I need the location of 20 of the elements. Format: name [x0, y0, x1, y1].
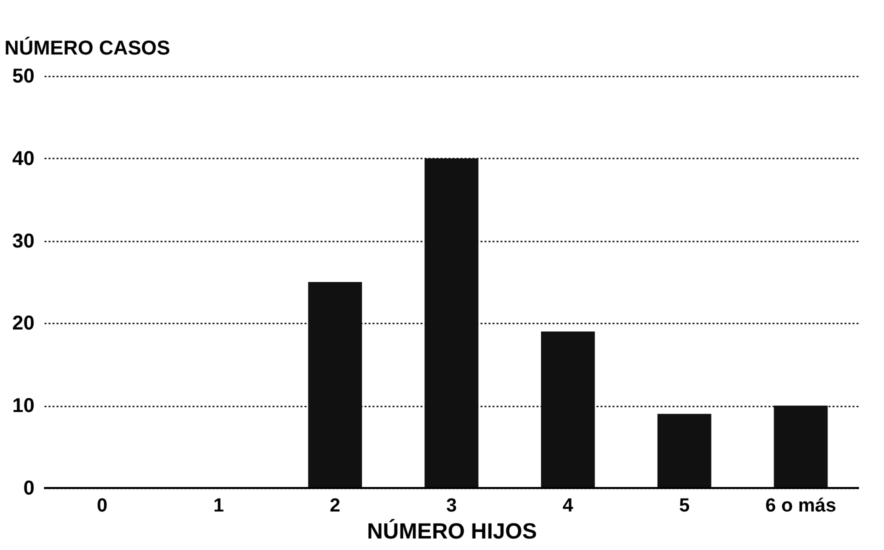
x-tick-label: 5	[679, 496, 690, 516]
bar	[424, 158, 478, 488]
x-tick-label: 1	[213, 496, 224, 516]
y-tick-label: 30	[12, 230, 34, 252]
y-tick-label: 50	[12, 66, 34, 88]
bar	[308, 282, 362, 488]
y-tick-label: 20	[12, 312, 34, 335]
y-tick-label: 40	[12, 148, 34, 170]
x-tick-label: 2	[330, 496, 340, 516]
y-axis-title: NÚMERO CASOS	[4, 36, 170, 60]
bar	[657, 414, 712, 488]
x-tick-label: 3	[446, 496, 457, 516]
bar	[774, 406, 828, 488]
x-tick-label: 4	[562, 496, 574, 516]
bar	[541, 331, 595, 488]
x-axis-title: NÚMERO HIJOS	[367, 518, 537, 544]
y-tick-label: 10	[12, 395, 34, 418]
y-tick-label: 0	[23, 478, 34, 500]
x-tick-label: 6 o más	[765, 496, 836, 516]
x-tick-label: 0	[96, 496, 108, 516]
